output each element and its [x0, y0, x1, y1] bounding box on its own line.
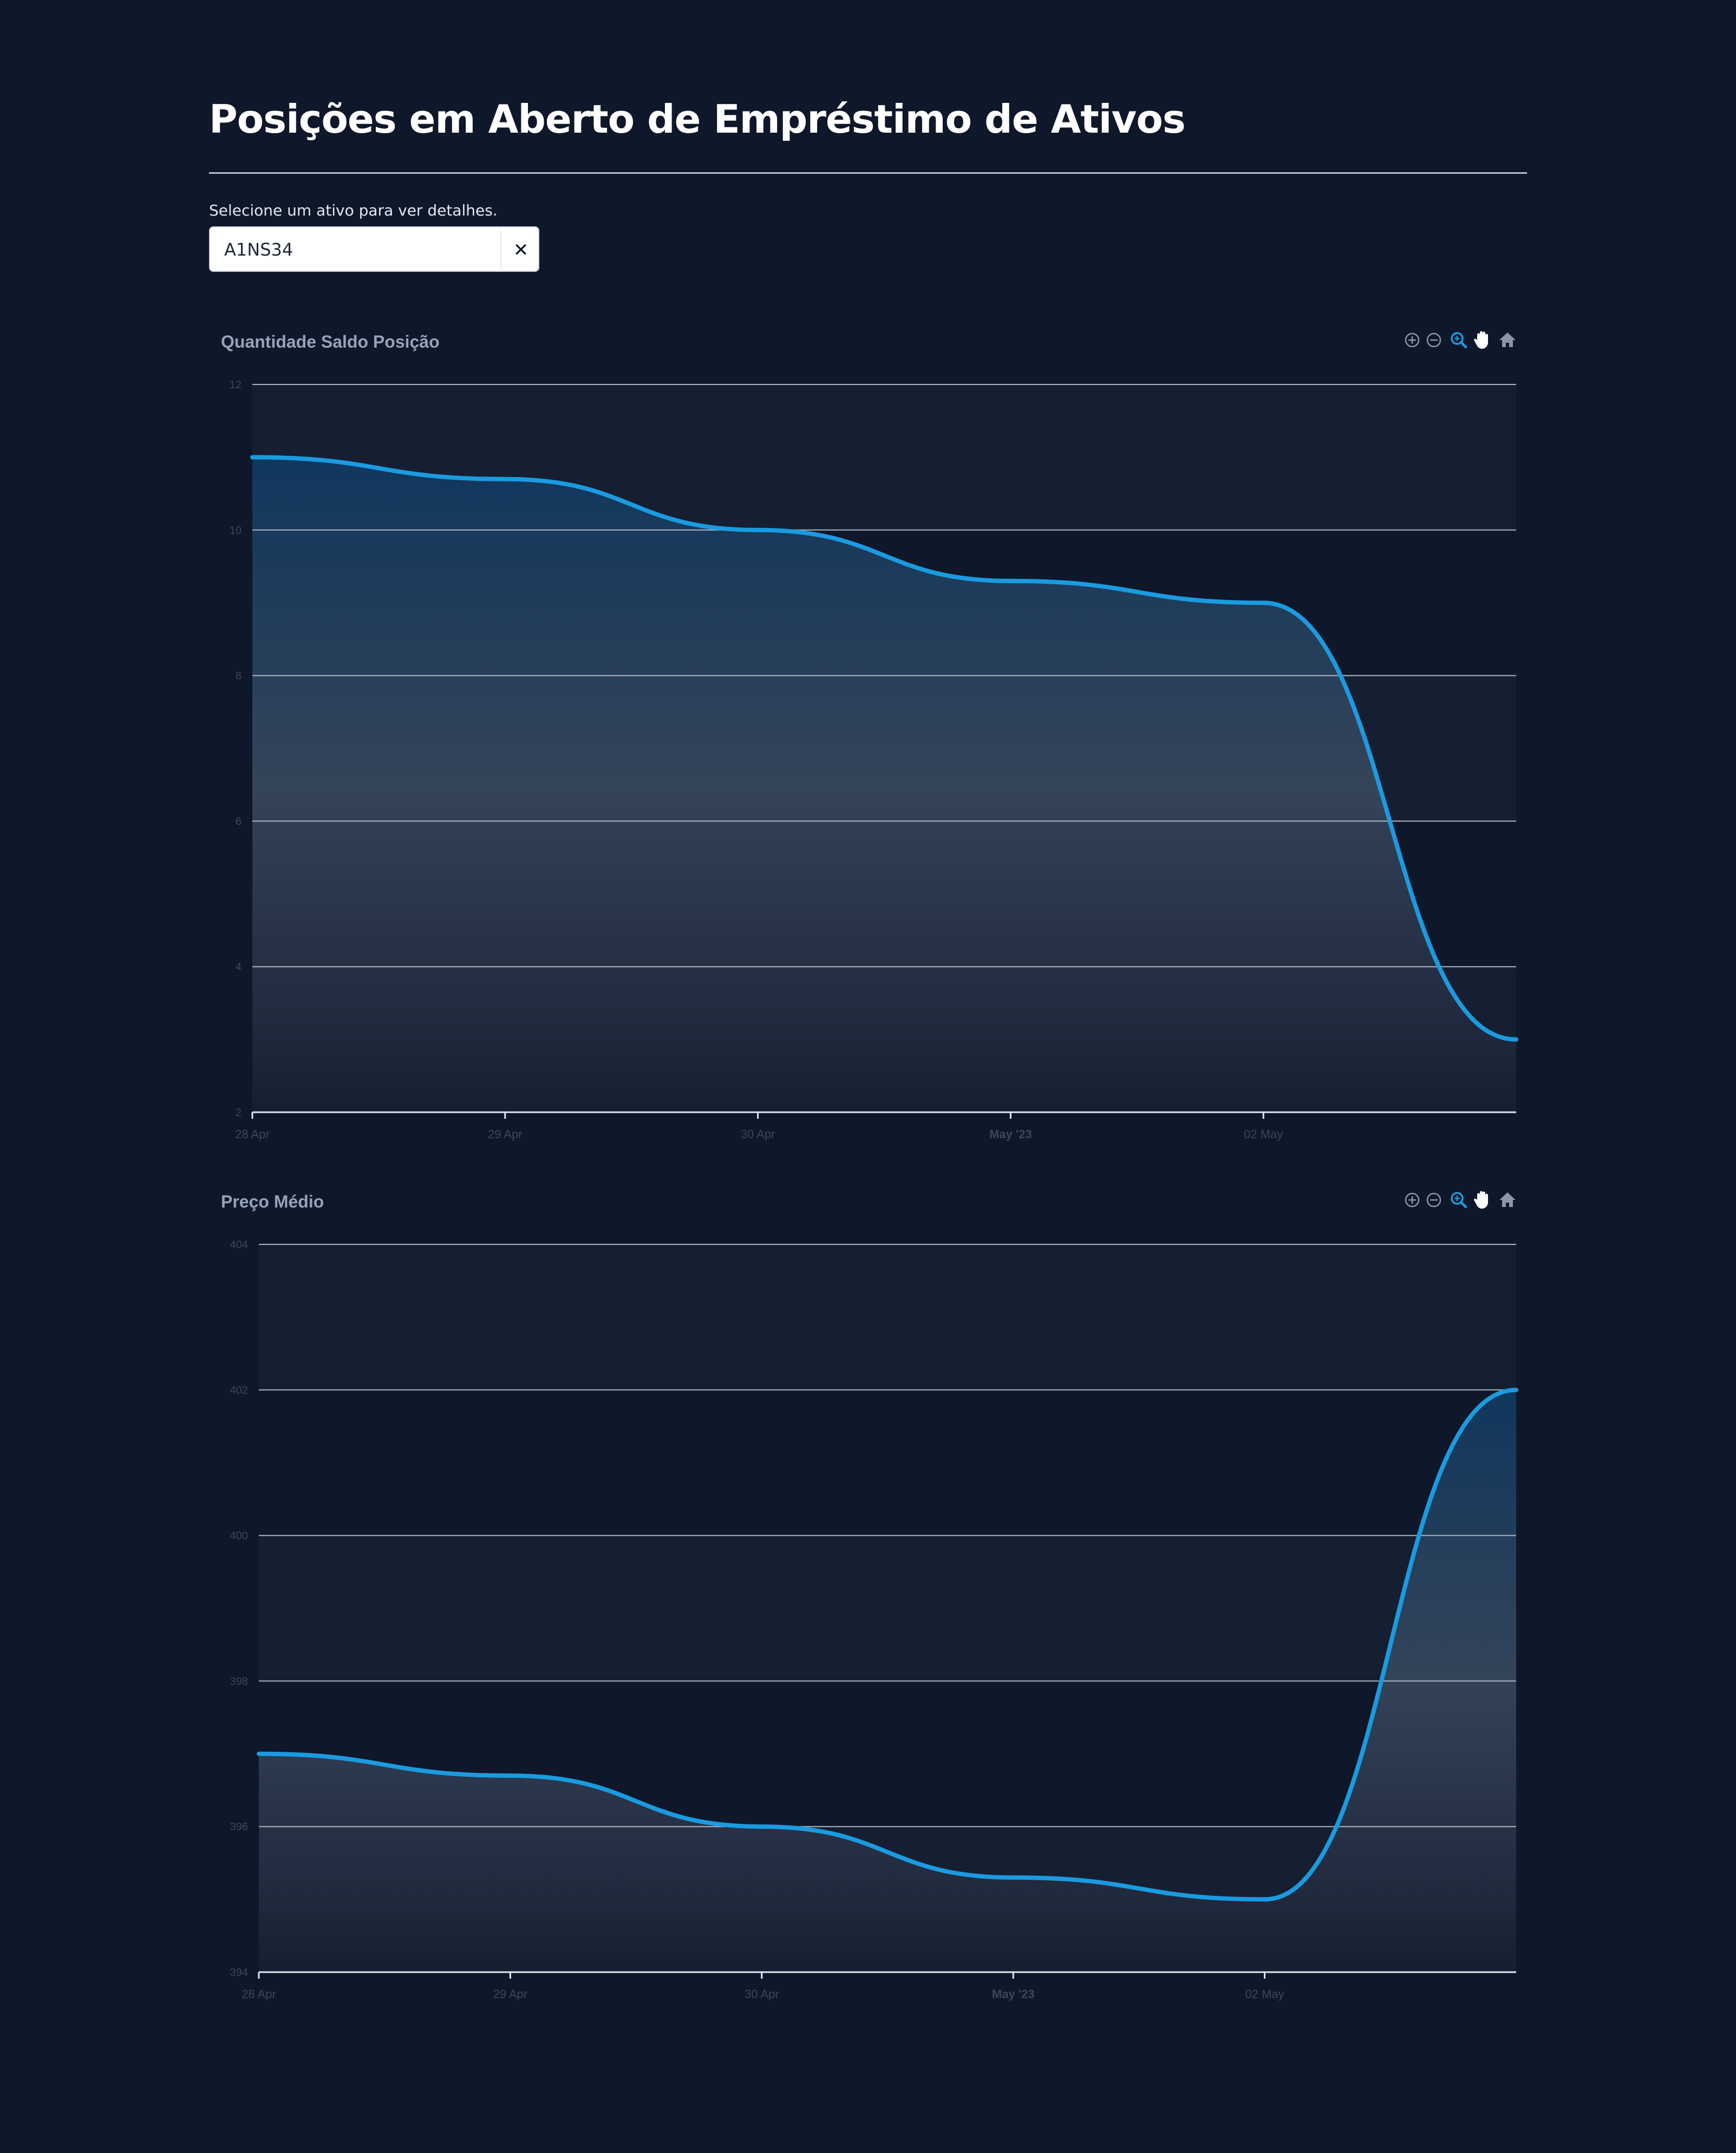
clear-selection-button[interactable]: ✕: [513, 239, 529, 261]
x-tick-label: 30 Apr: [741, 1127, 775, 1141]
series-line[interactable]: [250, 455, 1518, 1042]
y-tick-label: 6: [236, 815, 242, 827]
x-tick-label: May '23: [992, 1987, 1035, 2001]
selection-zoom-icon[interactable]: [1451, 332, 1467, 349]
y-tick-label: 12: [230, 379, 242, 391]
grid-band: [259, 1244, 1516, 1390]
x-tick-label: 28 Apr: [242, 1987, 276, 2001]
zoom-out-icon[interactable]: [1426, 332, 1441, 348]
pan-hand-icon[interactable]: [1474, 331, 1488, 349]
series-line[interactable]: [257, 1387, 1518, 1902]
reset-home-icon[interactable]: [1499, 332, 1516, 347]
asset-select[interactable]: A1NS34 ✕: [209, 226, 539, 272]
x-tick-label: 30 Apr: [745, 1987, 779, 2001]
asset-select-separator: [500, 231, 501, 270]
series-area: [252, 457, 1516, 1112]
y-tick-label: 396: [230, 1821, 248, 1833]
x-tick-label: May '23: [989, 1127, 1032, 1141]
pan-hand-icon[interactable]: [1474, 1191, 1488, 1209]
y-tick-label: 394: [230, 1967, 248, 1979]
zoom-in-icon[interactable]: [1405, 1192, 1420, 1208]
x-tick-label: 29 Apr: [493, 1987, 528, 2001]
x-tick-label: 29 Apr: [488, 1127, 523, 1141]
x-tick-label: 02 May: [1245, 1987, 1284, 2001]
x-tick-label: 02 May: [1244, 1127, 1283, 1141]
y-tick-label: 404: [230, 1239, 248, 1251]
y-tick-label: 4: [236, 961, 242, 973]
reset-home-icon[interactable]: [1499, 1192, 1516, 1207]
y-tick-label: 400: [230, 1530, 248, 1542]
chart-preco-medio: Preço Médio 394 396 398 400 402 404 28 Apr 29 Ap…: [221, 1191, 1518, 2001]
y-tick-label: 398: [230, 1675, 248, 1687]
zoom-out-icon[interactable]: [1426, 1192, 1441, 1208]
y-tick-label: 8: [236, 670, 242, 682]
title-divider: [209, 172, 1527, 174]
zoom-in-icon[interactable]: [1405, 332, 1420, 348]
grid-band: [259, 1535, 1516, 1681]
chart-title: Quantidade Saldo Posição: [221, 332, 440, 351]
selection-zoom-icon[interactable]: [1451, 1192, 1467, 1209]
chart-quantidade-saldo-posicao: Quantidade Saldo Posição 2 4 6 8 10 12 28 Apr 29…: [221, 331, 1518, 1141]
y-tick-label: 2: [236, 1107, 242, 1119]
x-tick-label: 28 Apr: [235, 1127, 270, 1141]
asset-select-label: Selecione um ativo para ver detalhes.: [209, 201, 498, 219]
page-title: Posições em Aberto de Empréstimo de Ativ…: [209, 96, 1186, 142]
asset-select-value[interactable]: A1NS34: [224, 239, 293, 260]
y-tick-label: 10: [230, 525, 242, 537]
chart-title: Preço Médio: [221, 1192, 324, 1211]
y-tick-label: 402: [230, 1385, 248, 1397]
